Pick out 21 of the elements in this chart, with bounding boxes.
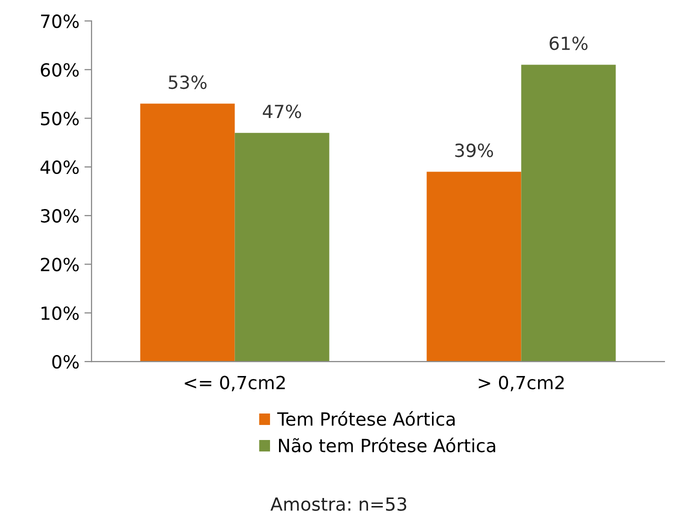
y-tick-label: 10% (42, 306, 79, 320)
x-tick-label: <= 0,7cm2 (184, 376, 285, 392)
legend-label: Não tem Prótese Aórtica (279, 438, 496, 452)
bar (521, 64, 616, 362)
y-tick-label: 40% (40, 160, 79, 174)
y-tick-label: 70% (41, 14, 79, 28)
bar (234, 132, 330, 362)
legend-label: Tem Prótese Aórtica (277, 411, 455, 426)
data-label: 47% (262, 104, 302, 118)
data-label: 61% (550, 36, 588, 50)
text: Amostra: n=53 (270, 497, 406, 511)
y-tick-label: 60% (40, 63, 79, 77)
y-tick-label: 0% (52, 355, 79, 369)
y-tick-label: 30% (40, 209, 79, 223)
bar (140, 104, 235, 362)
y-tick-label: 20% (40, 258, 79, 272)
data-label: 53% (168, 75, 207, 90)
bar (426, 172, 522, 362)
x-tick-label: > 0,7cm2 (478, 376, 564, 392)
data-label: 39% (455, 144, 494, 158)
y-tick-label: 50% (40, 112, 79, 126)
